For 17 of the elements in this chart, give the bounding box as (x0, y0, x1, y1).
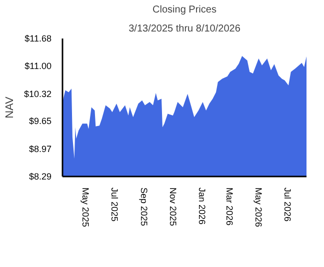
y-axis-title: NAV (4, 96, 16, 118)
x-tick-label: Sep 2025 (138, 188, 149, 226)
x-tick-label: May 2026 (254, 188, 264, 228)
chart-title: Closing Prices (152, 4, 216, 16)
x-tick-label: May 2025 (80, 188, 91, 228)
y-tick-label: $10.32 (24, 88, 52, 99)
x-tick-label: Nov 2025 (168, 188, 178, 226)
x-tick-label: Mar 2026 (224, 188, 235, 226)
chart-subtitle: 3/13/2025 thru 8/10/2026 (128, 24, 241, 34)
x-tick-label: Jul 2025 (110, 188, 120, 222)
x-tick-label: Jul 2026 (282, 188, 293, 222)
y-tick-label: $8.97 (28, 144, 52, 154)
y-tick-label: $11.00 (24, 61, 52, 72)
y-tick-label: $8.29 (28, 172, 52, 182)
y-tick-label: $11.68 (24, 34, 52, 44)
x-tick-label: Jan 2026 (196, 188, 207, 225)
y-tick-label: $9.65 (28, 116, 52, 126)
